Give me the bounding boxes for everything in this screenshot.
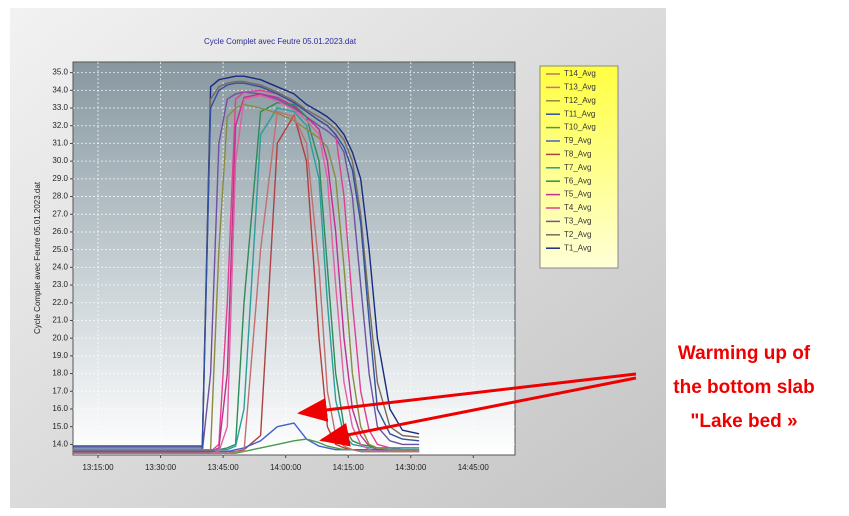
axes: 14.0 15.0 16.0 17.0 18.0 19.0 20.0 21.0 22.0 23.0…	[52, 68, 489, 472]
legend-label: T14_Avg	[564, 69, 596, 78]
series-line	[73, 80, 420, 451]
x-tick-label: 14:30:00	[395, 463, 427, 472]
legend-label: T10_Avg	[564, 123, 596, 132]
series-line	[73, 82, 420, 449]
y-tick-label: 15.0	[52, 422, 68, 431]
annotation-text: Warming up of	[678, 343, 811, 364]
legend-label: T5_Avg	[564, 190, 591, 199]
y-tick-label: 23.0	[52, 280, 68, 289]
x-tick-label: 13:15:00	[82, 463, 114, 472]
y-tick-label: 34.0	[52, 85, 68, 94]
y-tick-label: 27.0	[52, 209, 68, 218]
x-tick-label: 14:15:00	[333, 463, 365, 472]
plot-area	[72, 61, 516, 456]
y-tick-label: 16.0	[52, 404, 68, 413]
chart-title: Cycle Complet avec Feutre 05.01.2023.dat	[204, 37, 357, 46]
series-line	[73, 94, 420, 454]
y-tick-label: 32.0	[52, 121, 68, 130]
y-tick-label: 24.0	[52, 262, 68, 271]
legend-label: T13_Avg	[564, 83, 596, 92]
series-line	[73, 110, 420, 454]
y-tick-label: 14.0	[52, 439, 68, 448]
legend-label: T1_Avg	[564, 243, 591, 252]
y-tick-label: 18.0	[52, 369, 68, 378]
y-tick-label: 22.0	[52, 298, 68, 307]
y-tick-label: 19.0	[52, 351, 68, 360]
annotation-text: "Lake bed »	[690, 411, 797, 432]
y-tick-label: 21.0	[52, 316, 68, 325]
legend-label: T11_Avg	[564, 109, 595, 118]
series-line	[73, 75, 420, 447]
series-line	[73, 103, 420, 451]
y-tick-label: 31.0	[52, 139, 68, 148]
y-tick-label: 35.0	[52, 68, 68, 77]
legend-label: T4_Avg	[564, 203, 591, 212]
lines	[73, 75, 420, 454]
legend-label: T6_Avg	[564, 176, 591, 185]
annotation: Warming up of the bottom slab "Lake bed »	[297, 343, 815, 447]
y-axis-label: Cycle Complet avec Feutre 05.01.2023.dat	[33, 181, 42, 334]
y-tick-label: 17.0	[52, 386, 68, 395]
x-tick-label: 14:00:00	[270, 463, 302, 472]
y-tick-label: 30.0	[52, 156, 68, 165]
legend-label: T2_Avg	[564, 230, 591, 239]
y-tick-label: 20.0	[52, 333, 68, 342]
x-tick-label: 14:45:00	[458, 463, 490, 472]
y-tick-label: 28.0	[52, 192, 68, 201]
legend-label: T8_Avg	[564, 150, 591, 159]
annotation-text: the bottom slab	[673, 377, 814, 398]
grid	[73, 62, 515, 455]
arrow	[319, 376, 637, 447]
arrow	[297, 372, 637, 422]
legend-label: T7_Avg	[564, 163, 591, 172]
y-tick-label: 33.0	[52, 103, 68, 112]
y-tick-label: 26.0	[52, 227, 68, 236]
x-tick-label: 13:30:00	[145, 463, 177, 472]
x-tick-label: 13:45:00	[208, 463, 240, 472]
y-tick-label: 25.0	[52, 245, 68, 254]
legend: T14_Avg T13_Avg T12_Avg T11_Avg T10_Avg T9_Av…	[546, 69, 596, 252]
series-line	[73, 107, 420, 451]
legend-label: T12_Avg	[564, 96, 596, 105]
legend-label: T3_Avg	[564, 217, 591, 226]
y-tick-label: 29.0	[52, 174, 68, 183]
legend-label: T9_Avg	[564, 136, 591, 145]
